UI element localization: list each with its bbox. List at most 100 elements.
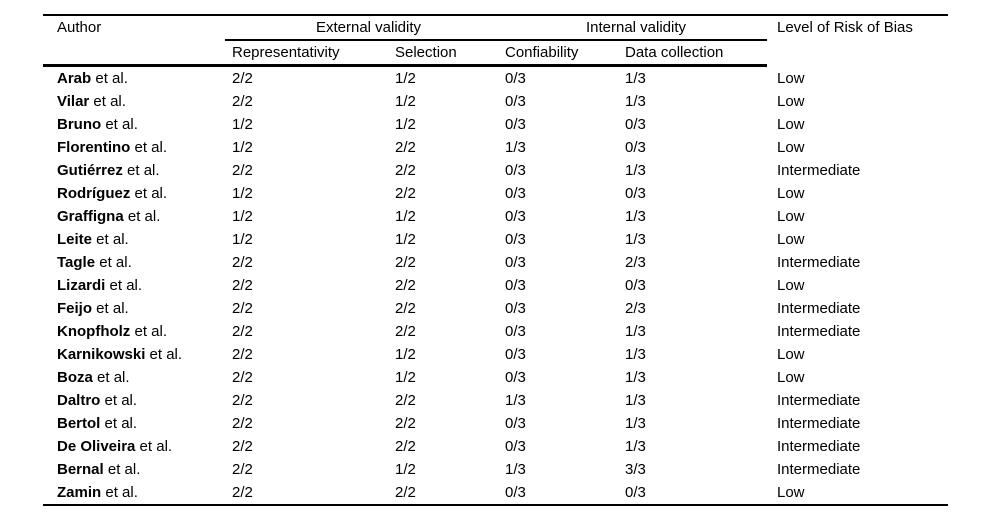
- confiability-cell: 1/3: [505, 462, 526, 477]
- author-name: Gutiérrez: [57, 163, 123, 178]
- selection-cell: 1/2: [395, 232, 416, 247]
- selection-cell: 2/2: [395, 485, 416, 500]
- table-row: Rodríguez et al. 1/2 2/2 0/3 0/3 Low: [43, 182, 948, 205]
- etal-suffix: et al.: [92, 370, 130, 385]
- data-collection-cell: 1/3: [625, 163, 646, 178]
- risk-of-bias-table: Author External validity Internal validi…: [43, 14, 948, 506]
- risk-cell: Low: [777, 278, 805, 293]
- representativity-cell: 1/2: [232, 140, 253, 155]
- author-name: De Oliveira: [57, 439, 136, 454]
- representativity-cell: 2/2: [232, 416, 253, 431]
- data-collection-cell: 0/3: [625, 278, 646, 293]
- risk-cell: Low: [777, 140, 805, 155]
- selection-cell: 2/2: [395, 163, 416, 178]
- confiability-cell: 0/3: [505, 232, 526, 247]
- group-header-rule: [225, 39, 767, 41]
- risk-cell: Intermediate: [777, 393, 861, 408]
- selection-cell: 2/2: [395, 140, 416, 155]
- etal-suffix: et al.: [130, 140, 168, 155]
- author-name: Knopfholz: [57, 324, 131, 339]
- etal-suffix: et al.: [101, 485, 138, 500]
- table-row: Leite et al. 1/2 1/2 0/3 1/3 Low: [43, 228, 948, 251]
- author-name: Arab: [57, 71, 92, 86]
- etal-suffix: et al.: [105, 278, 143, 293]
- author-name: Boza: [57, 370, 93, 385]
- risk-cell: Low: [777, 71, 805, 86]
- risk-cell: Intermediate: [777, 462, 861, 477]
- selection-cell: 2/2: [395, 416, 416, 431]
- author-cell: Lizardi et al.: [43, 278, 232, 293]
- column-header-representativity: Representativity: [232, 44, 340, 61]
- table-row: Zamin et al. 2/2 2/2 0/3 0/3 Low: [43, 481, 948, 504]
- author-name: Graffigna: [57, 209, 124, 224]
- confiability-cell: 0/3: [505, 255, 526, 270]
- data-collection-cell: 0/3: [625, 186, 646, 201]
- confiability-cell: 0/3: [505, 301, 526, 316]
- risk-cell: Low: [777, 347, 805, 362]
- data-collection-cell: 1/3: [625, 71, 646, 86]
- author-cell: Gutiérrez et al.: [43, 163, 232, 178]
- data-collection-cell: 1/3: [625, 393, 646, 408]
- risk-cell: Intermediate: [777, 301, 861, 316]
- table-row: Gutiérrez et al. 2/2 2/2 0/3 1/3 Interme…: [43, 159, 948, 182]
- header-body-separator-rule: [43, 64, 767, 67]
- table-body: Arab et al. 2/2 1/2 0/3 1/3 Low Vilar et…: [43, 67, 948, 504]
- selection-cell: 1/2: [395, 209, 416, 224]
- representativity-cell: 2/2: [232, 278, 253, 293]
- author-cell: Feijo et al.: [43, 301, 232, 316]
- representativity-cell: 2/2: [232, 439, 253, 454]
- etal-suffix: et al.: [130, 324, 167, 339]
- selection-cell: 1/2: [395, 71, 416, 86]
- etal-suffix: et al.: [135, 439, 173, 454]
- data-collection-cell: 1/3: [625, 347, 646, 362]
- etal-suffix: et al.: [122, 163, 160, 178]
- confiability-cell: 0/3: [505, 163, 526, 178]
- selection-cell: 2/2: [395, 439, 416, 454]
- selection-cell: 2/2: [395, 278, 416, 293]
- author-name: Rodríguez: [57, 186, 131, 201]
- author-cell: Bernal et al.: [43, 462, 232, 477]
- confiability-cell: 1/3: [505, 140, 526, 155]
- confiability-cell: 1/3: [505, 393, 526, 408]
- table-row: Knopfholz et al. 2/2 2/2 0/3 1/3 Interme…: [43, 320, 948, 343]
- table-row: Tagle et al. 2/2 2/2 0/3 2/3 Intermediat…: [43, 251, 948, 274]
- confiability-cell: 0/3: [505, 485, 526, 500]
- data-collection-cell: 1/3: [625, 439, 646, 454]
- selection-cell: 1/2: [395, 347, 416, 362]
- data-collection-cell: 2/3: [625, 255, 646, 270]
- confiability-cell: 0/3: [505, 416, 526, 431]
- confiability-cell: 0/3: [505, 439, 526, 454]
- table-row: Bertol et al. 2/2 2/2 0/3 1/3 Intermedia…: [43, 412, 948, 435]
- risk-cell: Intermediate: [777, 163, 861, 178]
- table-row: Arab et al. 2/2 1/2 0/3 1/3 Low: [43, 67, 948, 90]
- column-header-confiability: Confiability: [505, 44, 579, 61]
- representativity-cell: 2/2: [232, 255, 253, 270]
- table-row: Karnikowski et al. 2/2 1/2 0/3 1/3 Low: [43, 343, 948, 366]
- etal-suffix: et al.: [95, 255, 132, 270]
- data-collection-cell: 0/3: [625, 140, 646, 155]
- data-collection-cell: 0/3: [625, 485, 646, 500]
- risk-cell: Intermediate: [777, 324, 861, 339]
- representativity-cell: 2/2: [232, 71, 253, 86]
- author-cell: Bertol et al.: [43, 416, 232, 431]
- etal-suffix: et al.: [145, 347, 183, 362]
- representativity-cell: 2/2: [232, 347, 253, 362]
- risk-cell: Intermediate: [777, 255, 861, 270]
- etal-suffix: et al.: [100, 416, 138, 431]
- representativity-cell: 2/2: [232, 324, 253, 339]
- risk-cell: Low: [777, 94, 805, 109]
- author-name: Vilar: [57, 94, 90, 109]
- representativity-cell: 2/2: [232, 301, 253, 316]
- author-cell: Zamin et al.: [43, 485, 232, 500]
- etal-suffix: et al.: [103, 462, 141, 477]
- author-name: Florentino: [57, 140, 131, 155]
- selection-cell: 1/2: [395, 462, 416, 477]
- data-collection-cell: 1/3: [625, 94, 646, 109]
- risk-cell: Low: [777, 370, 805, 385]
- author-cell: Tagle et al.: [43, 255, 232, 270]
- column-header-selection: Selection: [395, 44, 457, 61]
- selection-cell: 1/2: [395, 94, 416, 109]
- author-cell: Vilar et al.: [43, 94, 232, 109]
- confiability-cell: 0/3: [505, 370, 526, 385]
